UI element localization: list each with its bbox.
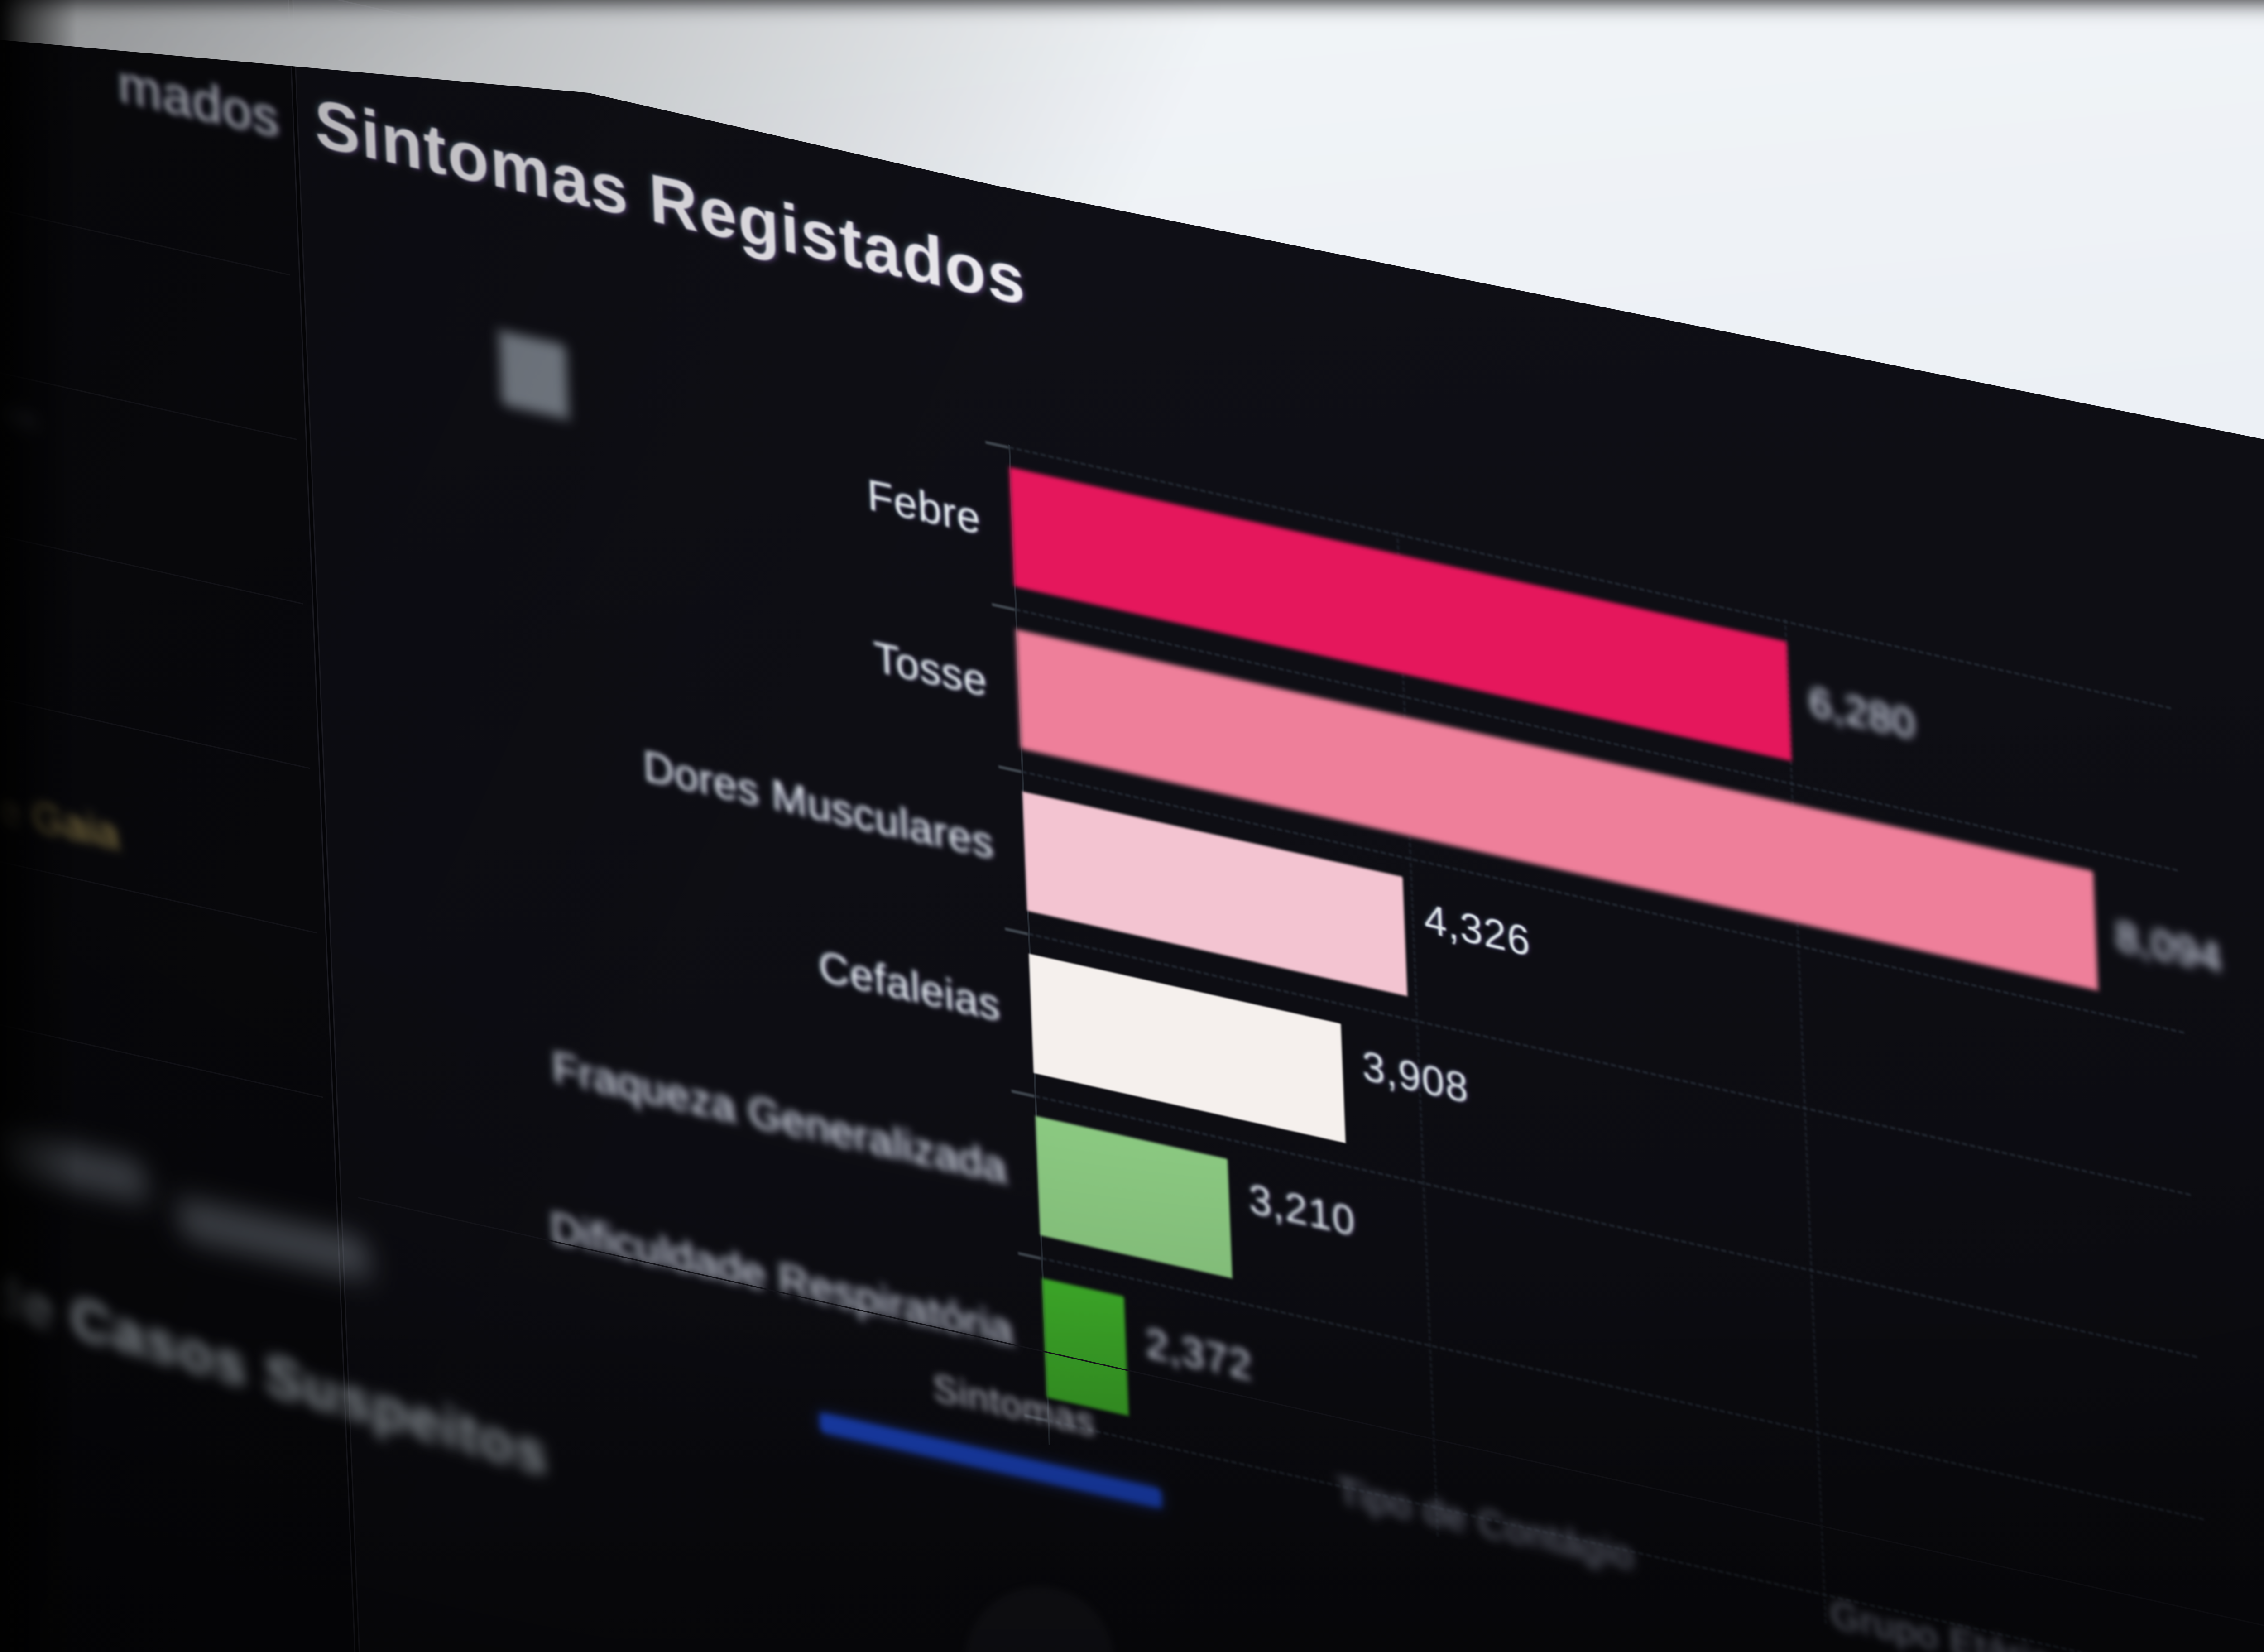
bar-value-febre: 6,280 [1808, 678, 1917, 748]
bar-value-tosse: 8,094 [2115, 912, 2223, 982]
bar-value-dores-musculares: 4,326 [1423, 895, 1532, 965]
screen-edge-shadow [0, 0, 77, 1652]
bar-value-cefaleias: 3,908 [1361, 1042, 1470, 1112]
bar-value-fraqueza-generalizada: 3,210 [1248, 1175, 1357, 1245]
bar-value-dificuldade-respiratoria: 2,372 [1145, 1319, 1253, 1390]
